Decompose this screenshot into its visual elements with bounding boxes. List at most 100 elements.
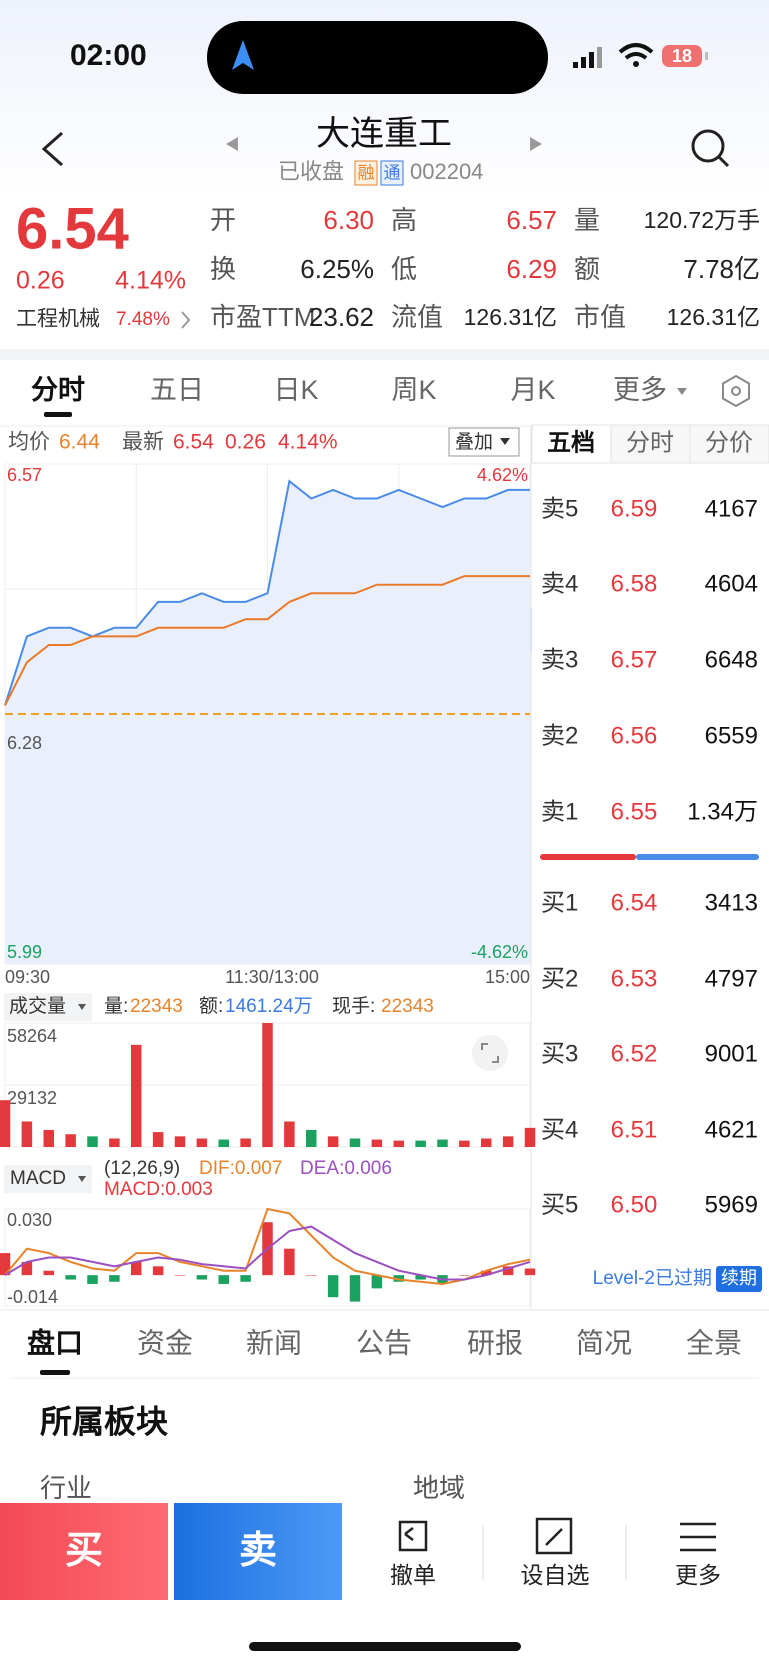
volume-bar: [174, 1136, 186, 1147]
book-price: 6.57: [611, 646, 658, 673]
sell-label[interactable]: 卖: [239, 1530, 277, 1572]
book-tab-box[interactable]: [531, 424, 612, 464]
prev-stock[interactable]: [226, 137, 238, 151]
book-tab[interactable]: 五档: [547, 429, 595, 456]
cancel-icon: [398, 1520, 428, 1552]
book-volume: 5969: [705, 1191, 758, 1218]
tool-label[interactable]: 更多: [675, 1562, 721, 1588]
section-title: 所属板块: [40, 1403, 168, 1439]
dropdown-arrow: [500, 438, 510, 445]
tab[interactable]: 日K: [273, 375, 318, 405]
volume-bar: [109, 1138, 120, 1147]
settings-icon[interactable]: [722, 374, 750, 408]
macd-bar: [87, 1275, 98, 1284]
volume-bar: [21, 1121, 33, 1147]
overlay-label[interactable]: 叠加: [455, 431, 493, 453]
book-tab-box[interactable]: [689, 424, 769, 464]
battery: [662, 45, 702, 67]
more-icon: [680, 1522, 716, 1552]
bottom-tab[interactable]: 资金: [137, 1327, 193, 1358]
wifi-dot: [633, 61, 639, 67]
clock: 02:00: [70, 39, 147, 72]
tab[interactable]: 月K: [510, 375, 555, 405]
tab-underline: [40, 1370, 70, 1375]
bottom-tab[interactable]: 全景: [686, 1327, 742, 1358]
overlay-button[interactable]: [448, 427, 520, 457]
back-button[interactable]: [41, 131, 63, 167]
bottom-tab[interactable]: 研报: [467, 1327, 523, 1358]
nav-icon: [232, 40, 254, 70]
dea-line: [4, 1225, 531, 1281]
hand-value: 22343: [381, 996, 434, 1017]
sector[interactable]: 工程机械: [16, 308, 100, 331]
book-label: 买1: [541, 889, 578, 916]
volume-bar: [43, 1129, 54, 1147]
sell-button[interactable]: [174, 1503, 342, 1600]
x-tick-label: 11:30/13:00: [225, 967, 319, 987]
chevron: [181, 311, 191, 329]
bottom-tab[interactable]: 新闻: [246, 1327, 302, 1358]
book-price: 6.56: [611, 722, 658, 749]
avg-line: [4, 575, 530, 706]
book-price: 6.53: [611, 965, 658, 992]
fullscreen-button[interactable]: [472, 1035, 508, 1071]
dif-line: [4, 1207, 531, 1286]
dea-label: DEA:0.006: [300, 1158, 392, 1179]
tab[interactable]: 周K: [391, 375, 436, 405]
book-label: 买3: [541, 1040, 578, 1067]
bottom-tab[interactable]: 公告: [356, 1327, 412, 1358]
macd-bar: [21, 1261, 33, 1276]
macd-bar: [481, 1270, 492, 1276]
volume-bar: [481, 1138, 492, 1147]
amt-value: 1461.24万: [225, 996, 313, 1017]
bid-bar: [636, 854, 759, 860]
book-label: 买2: [541, 965, 578, 992]
volume-bar: [415, 1140, 426, 1147]
macd-bar: [109, 1275, 120, 1282]
separator: [0, 349, 769, 360]
book-volume: 4621: [705, 1116, 758, 1143]
book-tab[interactable]: 分价: [705, 429, 753, 456]
volume-bar: [65, 1134, 76, 1147]
bottom-tab[interactable]: 盘口: [27, 1326, 83, 1358]
bottom-tab[interactable]: 简况: [576, 1327, 632, 1358]
field-label: 行业: [40, 1473, 92, 1503]
macd-bar: [218, 1275, 229, 1284]
stat-label: 流值: [391, 302, 443, 332]
renew-box[interactable]: [716, 1266, 762, 1292]
macd-params: (12,26,9): [104, 1158, 180, 1179]
renew-button[interactable]: 续期: [721, 1268, 757, 1288]
tag-box: [380, 160, 404, 186]
selector-box[interactable]: [4, 1165, 92, 1193]
volume-bar: [371, 1139, 383, 1147]
indicator-selector[interactable]: 成交量: [9, 995, 66, 1017]
buy-label[interactable]: 买: [65, 1530, 103, 1572]
volume-bar: [152, 1132, 164, 1147]
dropdown-arrow: [78, 1176, 86, 1182]
book-tab[interactable]: 分时: [626, 429, 674, 456]
next-stock[interactable]: [530, 137, 542, 151]
search-handle: [717, 155, 730, 168]
book-price: 6.58: [611, 570, 658, 597]
book-volume: 1.34万: [687, 798, 758, 825]
tab[interactable]: 分时: [31, 375, 85, 405]
book-label: 卖3: [541, 646, 578, 673]
book-volume: 9001: [705, 1040, 758, 1067]
tab[interactable]: 更多: [613, 375, 667, 405]
stat-value: 126.31亿: [667, 304, 760, 330]
selector-box[interactable]: [4, 993, 92, 1021]
buy-button[interactable]: [0, 1503, 168, 1600]
tool-label[interactable]: 设自选: [521, 1562, 590, 1588]
book-tab-box[interactable]: [610, 424, 691, 464]
indicator-selector[interactable]: MACD: [10, 1168, 66, 1189]
macd-bar: [131, 1261, 142, 1276]
legend-value: 6.44: [59, 431, 100, 454]
fullscreen-icon: [481, 1043, 499, 1063]
battery-level: 18: [672, 46, 692, 66]
tab[interactable]: 五日: [150, 375, 204, 405]
wifi-icon: [618, 43, 654, 60]
stat-label: 市值: [574, 302, 626, 332]
volume-bar: [393, 1140, 404, 1147]
tool-label[interactable]: 撤单: [390, 1562, 436, 1588]
search-button[interactable]: [691, 129, 725, 163]
